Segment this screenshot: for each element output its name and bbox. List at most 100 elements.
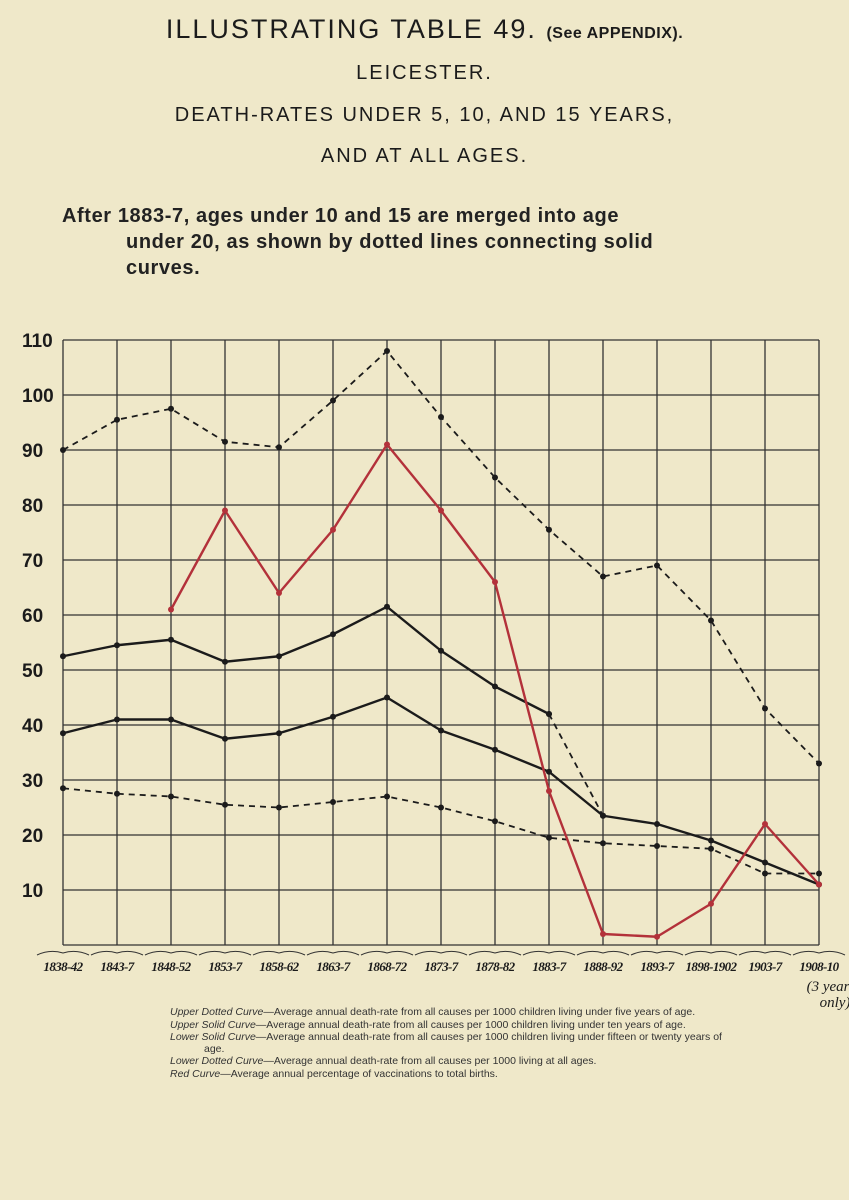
data-point: [762, 859, 768, 866]
data-point: [492, 746, 498, 753]
legend-item: Upper Solid Curve—Average annual death-r…: [170, 1019, 730, 1032]
legend-item-text: —Average annual death-rate from all caus…: [263, 1006, 696, 1018]
data-point: [600, 840, 606, 847]
series-line-upper-solid: [62, 605, 550, 716]
chart-legend: Upper Dotted Curve—Average annual death-…: [170, 1006, 730, 1081]
data-point: [276, 653, 282, 660]
data-point: [654, 843, 660, 849]
data-point: [330, 631, 336, 638]
data-point: [384, 694, 390, 701]
data-point: [60, 785, 66, 792]
data-point: [114, 790, 120, 797]
legend-item-text: —Average annual death-rate from all caus…: [204, 1031, 722, 1055]
data-point: [222, 735, 228, 742]
death-rate-chart: 10 20 30 40 50 60 70 80 90 100 110 1838-42 1843-7 184…: [22, 331, 849, 1010]
x-tick-label: 1873-7: [424, 959, 458, 974]
data-point: [168, 405, 174, 412]
title-note: (See APPENDIX).: [546, 25, 684, 42]
data-point: [222, 658, 228, 665]
data-point: [276, 730, 282, 737]
y-tick-label: 10: [22, 881, 43, 902]
y-tick-label: 50: [22, 661, 43, 682]
x-tick-note: (3 years: [807, 979, 849, 995]
x-tick-label: 1868-72: [367, 959, 407, 974]
x-tick-brace: [198, 950, 252, 956]
x-tick-label: 1888-92: [583, 959, 623, 974]
y-tick-label: 40: [22, 716, 43, 737]
y-tick-label: 110: [22, 331, 53, 352]
legend-item: Lower Dotted Curve—Average annual death-…: [170, 1055, 730, 1068]
data-point: [330, 397, 336, 404]
x-tick-label: 1878-82: [475, 959, 515, 974]
x-tick-label: 1893-7: [640, 959, 674, 974]
title-main: ILLUSTRATING TABLE 49.: [165, 14, 537, 44]
data-point: [816, 870, 822, 877]
data-point: [222, 507, 228, 514]
data-point: [114, 716, 120, 723]
x-tick-brace: [522, 950, 576, 956]
x-tick-brace: [90, 950, 144, 956]
x-tick-brace: [414, 950, 468, 956]
data-point: [492, 818, 498, 825]
data-point: [330, 526, 336, 533]
data-point: [168, 716, 174, 723]
data-point: [492, 474, 498, 481]
x-tick-label: 1858-62: [259, 959, 299, 974]
x-tick-brace: [144, 950, 198, 956]
data-point: [114, 416, 120, 423]
x-tick-brace: [252, 950, 306, 956]
x-tick-brace: [576, 950, 630, 956]
data-point: [708, 617, 714, 624]
x-tick-label: 1848-52: [151, 959, 191, 974]
data-point: [330, 713, 336, 720]
data-point: [114, 642, 120, 649]
y-tick-label: 70: [22, 551, 43, 572]
data-point: [762, 821, 768, 827]
data-point: [276, 804, 282, 811]
x-tick-brace: [630, 950, 684, 956]
data-point: [600, 573, 606, 580]
x-tick-brace: [36, 950, 90, 956]
data-point: [438, 647, 444, 654]
data-point: [708, 837, 714, 844]
place-heading: LEICESTER.: [356, 62, 493, 84]
data-point: [60, 653, 66, 660]
page-title: ILLUSTRATING TABLE 49. (See APPENDIX).: [0, 14, 849, 45]
series-line-connector-upper: [548, 713, 604, 817]
x-tick-label: 1883-7: [532, 959, 566, 974]
data-point: [708, 845, 714, 852]
legend-item-text: —Average annual percentage of vaccinatio…: [220, 1067, 498, 1080]
x-tick-brace: [738, 950, 792, 956]
x-tick-label: 1903-7: [748, 959, 782, 974]
legend-item-name: Upper Dotted Curve: [170, 1006, 264, 1018]
data-point: [492, 579, 498, 585]
data-point: [816, 881, 822, 888]
data-point: [762, 705, 768, 712]
data-point: [708, 900, 714, 907]
note-line-2: under 20, as shown by dotted lines conne…: [126, 231, 654, 253]
x-tick-label: 1838-42: [43, 959, 83, 974]
x-tick-label: 1898-1902: [686, 959, 738, 974]
y-tick-label: 100: [22, 386, 54, 407]
x-tick-brace: [468, 950, 522, 956]
legend-item-name: Lower Dotted Curve: [170, 1055, 264, 1067]
data-point: [546, 834, 552, 841]
data-point: [654, 821, 660, 827]
data-point: [438, 727, 444, 734]
data-point: [600, 812, 606, 819]
data-point: [492, 683, 498, 690]
data-point: [384, 603, 390, 610]
data-point: [816, 760, 822, 767]
explanatory-note: After 1883-7, ages under 10 and 15 are m…: [62, 203, 802, 281]
data-point: [654, 562, 660, 569]
data-point: [60, 447, 66, 453]
data-point: [438, 414, 444, 420]
subtitle-line-2: AND AT ALL AGES.: [320, 145, 529, 167]
y-tick-label: 60: [22, 606, 43, 627]
series-line-lower-dotted: [62, 787, 819, 875]
data-point: [60, 730, 66, 737]
x-tick-brace: [360, 950, 414, 956]
legend-item-text: —Average annual death-rate from all caus…: [263, 1055, 597, 1067]
x-tick-label: 1863-7: [316, 959, 350, 974]
x-tick-label: 1843-7: [100, 959, 134, 974]
